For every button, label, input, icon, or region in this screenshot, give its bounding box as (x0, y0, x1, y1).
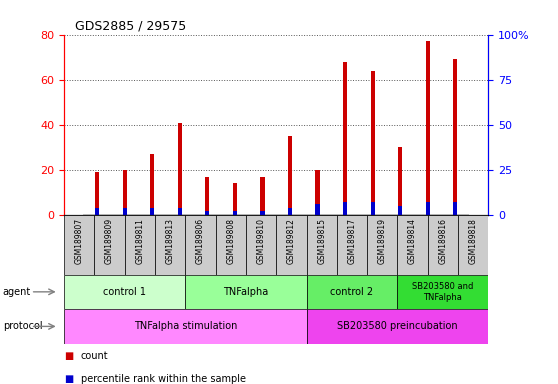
Bar (426, 41, 430, 215)
Text: SB203580 preincubation: SB203580 preincubation (337, 321, 458, 331)
Text: GSM189818: GSM189818 (469, 218, 478, 264)
Text: protocol: protocol (3, 321, 42, 331)
Bar (95, 172, 99, 215)
Bar (288, 208, 292, 215)
Text: GSM189819: GSM189819 (378, 218, 387, 264)
Bar (95, 208, 99, 215)
Bar (125, 215, 155, 275)
Bar (64, 275, 185, 309)
Text: GSM189809: GSM189809 (105, 218, 114, 264)
Bar (397, 275, 488, 309)
Bar (94, 215, 125, 275)
Bar (427, 215, 458, 275)
Bar (306, 275, 397, 309)
Bar (453, 202, 457, 215)
Bar (426, 202, 430, 215)
Bar (458, 215, 488, 275)
Text: GSM189817: GSM189817 (348, 218, 357, 264)
Bar (315, 204, 320, 215)
Text: GSM189815: GSM189815 (317, 218, 326, 264)
Bar (371, 202, 374, 215)
Text: GSM189806: GSM189806 (196, 218, 205, 264)
Bar (64, 309, 306, 344)
Text: GSM189808: GSM189808 (227, 218, 235, 264)
Bar (185, 215, 215, 275)
Bar (123, 208, 127, 215)
Text: TNFalpha stimulation: TNFalpha stimulation (134, 321, 237, 331)
Bar (398, 147, 402, 215)
Bar (343, 202, 347, 215)
Bar (150, 208, 155, 215)
Bar (398, 206, 402, 215)
Text: ■: ■ (64, 374, 74, 384)
Bar (343, 62, 347, 215)
Text: ■: ■ (64, 351, 74, 361)
Bar (288, 136, 292, 215)
Bar (367, 215, 397, 275)
Bar (205, 210, 209, 215)
Bar (150, 154, 155, 215)
Text: agent: agent (3, 287, 31, 297)
Text: SB203580 and
TNFalpha: SB203580 and TNFalpha (412, 282, 474, 301)
Bar (397, 215, 427, 275)
Text: control 2: control 2 (330, 287, 373, 297)
Text: GSM189807: GSM189807 (75, 218, 84, 264)
Text: GSM189814: GSM189814 (408, 218, 417, 264)
Text: GSM189813: GSM189813 (166, 218, 175, 264)
Bar (215, 215, 246, 275)
Bar (233, 184, 237, 215)
Bar (155, 215, 185, 275)
Bar (261, 210, 264, 215)
Text: control 1: control 1 (103, 287, 146, 297)
Bar (246, 215, 276, 275)
Bar (64, 215, 94, 275)
Bar (315, 170, 320, 215)
Text: percentile rank within the sample: percentile rank within the sample (81, 374, 246, 384)
Text: GSM189816: GSM189816 (439, 218, 448, 264)
Bar (233, 210, 237, 215)
Bar (306, 309, 488, 344)
Text: GSM189812: GSM189812 (287, 218, 296, 264)
Bar (371, 71, 374, 215)
Bar (261, 177, 264, 215)
Bar (276, 215, 306, 275)
Text: count: count (81, 351, 109, 361)
Bar (178, 122, 182, 215)
Text: GSM189811: GSM189811 (136, 218, 145, 264)
Text: TNFalpha: TNFalpha (223, 287, 268, 297)
Bar (306, 215, 337, 275)
Bar (453, 60, 457, 215)
Text: GSM189810: GSM189810 (257, 218, 266, 264)
Text: GDS2885 / 29575: GDS2885 / 29575 (75, 20, 186, 33)
Bar (178, 208, 182, 215)
Bar (185, 275, 306, 309)
Bar (205, 177, 209, 215)
Bar (123, 170, 127, 215)
Bar (337, 215, 367, 275)
